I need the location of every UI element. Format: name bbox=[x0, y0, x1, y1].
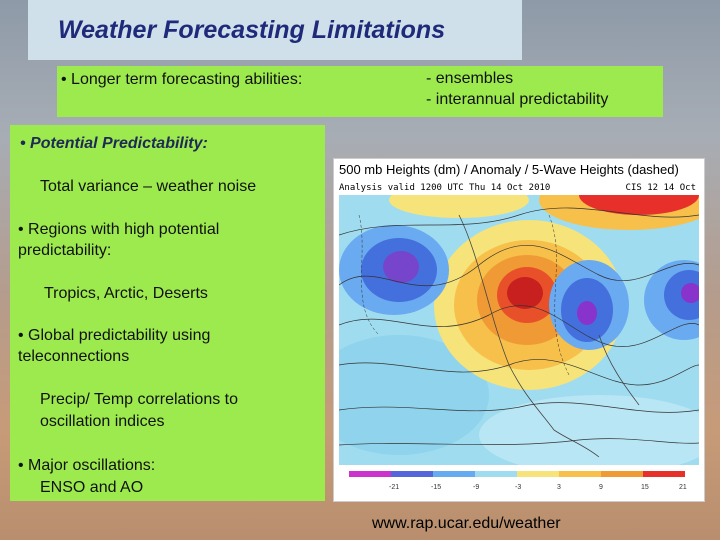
source-credit: www.rap.ucar.edu/weather bbox=[372, 515, 561, 532]
scale-tick: -15 bbox=[431, 484, 441, 491]
scale-tick: 15 bbox=[641, 484, 649, 491]
precip-line2: oscillation indices bbox=[40, 413, 165, 430]
scale-tick: -21 bbox=[389, 484, 399, 491]
map-title: 500 mb Heights (dm) / Anomaly / 5-Wave H… bbox=[339, 162, 679, 177]
title-box: Weather Forecasting Limitations bbox=[28, 0, 522, 60]
long-term-bullet: • Longer term forecasting abilities: bbox=[61, 71, 303, 88]
variance-text: Total variance – weather noise bbox=[40, 178, 257, 195]
scale-tick: 9 bbox=[599, 484, 603, 491]
map-source-tag: CIS 12 14 Oct bbox=[625, 183, 696, 193]
weather-map: 500 mb Heights (dm) / Anomaly / 5-Wave H… bbox=[333, 158, 705, 502]
page-title: Weather Forecasting Limitations bbox=[58, 15, 446, 44]
interannual-item: - interannual predictability bbox=[426, 91, 609, 108]
long-term-list: - ensembles - interannual predictability bbox=[426, 68, 608, 110]
anomaly-map-image: -21 -15 -9 -3 3 9 15 21 bbox=[339, 195, 699, 491]
scale-tick: 3 bbox=[557, 484, 561, 491]
main-box: • Potential Predictability: Total varian… bbox=[10, 125, 325, 501]
major-oscillations-list: ENSO and AO bbox=[40, 479, 144, 496]
global-bullet-line2: teleconnections bbox=[18, 348, 130, 365]
scale-tick: 21 bbox=[679, 484, 687, 491]
scale-tick: -3 bbox=[515, 484, 521, 491]
major-oscillations-bullet: • Major oscillations: bbox=[18, 457, 156, 474]
potential-predictability-bullet: • Potential Predictability: bbox=[20, 135, 208, 152]
color-scale bbox=[349, 471, 685, 477]
regions-list: Tropics, Arctic, Deserts bbox=[44, 285, 208, 302]
ensembles-item: - ensembles bbox=[426, 70, 514, 87]
top-box: • Longer term forecasting abilities: - e… bbox=[57, 66, 663, 117]
regions-bullet-line2: predictability: bbox=[18, 242, 112, 259]
regions-bullet-line1: • Regions with high potential bbox=[18, 221, 220, 238]
map-valid-time: Analysis valid 1200 UTC Thu 14 Oct 2010 bbox=[339, 183, 551, 193]
scale-tick: -9 bbox=[473, 484, 479, 491]
global-bullet-line1: • Global predictability using bbox=[18, 327, 211, 344]
precip-line1: Precip/ Temp correlations to bbox=[40, 391, 239, 408]
